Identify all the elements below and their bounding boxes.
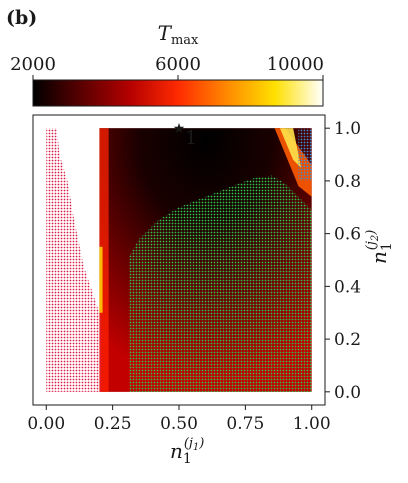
colorbar-label-main: T [158,21,173,45]
colorbar-label-sub: max [171,33,199,48]
y-tick-label: 1.0 [334,119,361,139]
colorbar [32,79,324,107]
colorbar-tick-label: 2000 [10,54,56,75]
x-axis-label-main: n [170,439,183,463]
y-tick-label: 0.8 [334,172,361,192]
x-axis-label-sub: 1 [183,451,192,467]
x-tick-label: 0.75 [226,414,264,434]
colorbar-label: Tmax [158,21,199,48]
heat-band-right-yellow [279,128,302,168]
y-axis-label-sub: 1 [379,242,395,251]
y-tick-label: 0.0 [334,383,361,403]
annotation-label: 1 [185,127,197,149]
heat-band-left-yellow [99,246,103,313]
y-tick-label: 0.4 [334,277,361,297]
red-dotted-region [46,128,103,392]
heat-band-left [99,128,109,392]
colorbar-tick-labels: 2000 6000 10000 [10,54,324,75]
panel-label: (b) [6,7,37,29]
annotation: ★ 1 [173,121,197,149]
blue-dotted-region [298,128,312,181]
x-tick-label: 0.50 [160,414,198,434]
y-tick-label: 0.6 [334,225,361,245]
x-tick-label: 0.25 [94,414,132,434]
x-tick-label: 1.00 [293,414,331,434]
annotation-star: ★ [173,121,186,137]
x-tick-label: 0.00 [27,414,65,434]
x-axis-label: n1(j1) [170,436,204,467]
y-ticks: 0.0 0.2 0.4 0.6 0.8 1.0 [325,119,361,403]
x-ticks: 0.00 0.25 0.50 0.75 1.00 [27,405,331,434]
y-axis-label: n1(j2) [364,230,395,264]
colorbar-tick-label: 6000 [155,54,201,75]
colorbar-tick-label: 10000 [267,54,324,75]
y-tick-label: 0.2 [334,330,361,350]
x-axis-label-sup: (j1) [184,436,205,453]
colorbar-ticks [32,75,324,80]
y-axis-label-main: n [367,251,391,264]
green-dotted-region [128,175,312,392]
y-axis-label-sup: (j2) [364,230,381,251]
